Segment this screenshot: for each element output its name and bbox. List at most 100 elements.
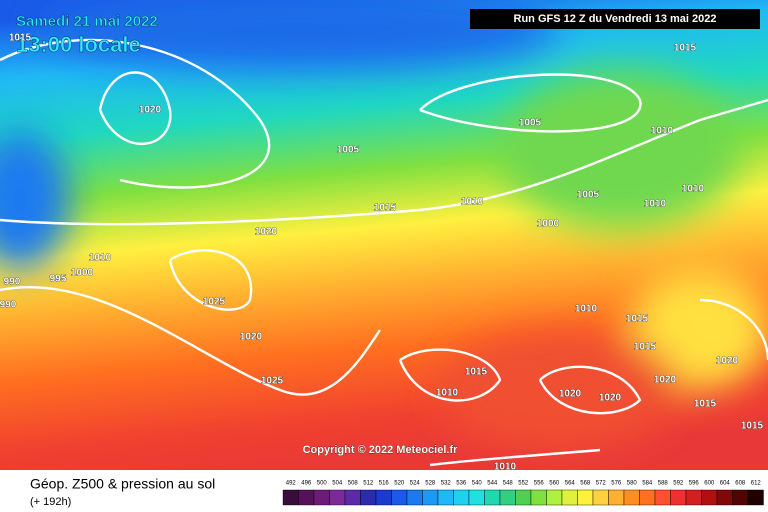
scale-label: 524	[410, 481, 421, 487]
isobar-label: 1010	[682, 184, 705, 195]
scale-label: 572	[596, 481, 607, 487]
scale-swatch	[654, 489, 671, 506]
header: Samedi 21 mai 2022 13:00 locale Run GFS …	[16, 9, 760, 57]
copyright: Copyright © 2022 Meteociel.fr	[303, 444, 459, 456]
isobar-label: 1015	[741, 421, 764, 432]
scale-label: 564	[565, 481, 576, 487]
scale-swatch	[313, 489, 330, 506]
scale-label: 576	[611, 481, 622, 487]
scale-swatch	[546, 489, 563, 506]
scale-swatch	[484, 489, 501, 506]
isobar-label: 1020	[139, 105, 162, 116]
scale-label: 536	[456, 481, 467, 487]
isobar-label: 1005	[519, 118, 542, 129]
scale-swatch	[530, 489, 547, 506]
scale-label: 552	[518, 481, 529, 487]
isobar-label: 1020	[599, 393, 622, 404]
time: 13:00 locale	[16, 32, 141, 57]
isobar-label: 990	[4, 277, 21, 288]
isobar-label: 1015	[674, 43, 697, 54]
isobars	[0, 38, 768, 467]
scale-swatch	[732, 489, 749, 506]
isobar-label: 1015	[465, 367, 488, 378]
scale-label: 556	[534, 481, 545, 487]
scale-swatch	[282, 489, 299, 506]
scale-swatch	[701, 489, 718, 506]
scale-swatch	[437, 489, 454, 506]
scale-swatch	[515, 489, 532, 506]
isobar-label: 1020	[559, 389, 582, 400]
isobar-label: 1000	[71, 268, 94, 279]
isobar-label: 990	[0, 300, 17, 311]
scale-swatch	[577, 489, 594, 506]
scale-swatch	[329, 489, 346, 506]
isobar-label: 1010	[89, 253, 112, 264]
isobar-label: 1005	[337, 145, 360, 156]
isobar-label: 1025	[261, 376, 284, 387]
scale-label: 492	[286, 481, 297, 487]
isobar-label: 1020	[240, 332, 263, 343]
scale-swatch	[375, 489, 392, 506]
scale-swatch	[623, 489, 640, 506]
isobar-label: 1020	[255, 227, 278, 238]
scale-swatch	[685, 489, 702, 506]
run-box	[470, 9, 760, 29]
scale-swatch	[298, 489, 315, 506]
scale-label: 588	[658, 481, 669, 487]
isobar-label: 995	[50, 274, 67, 285]
scale-label: 596	[689, 481, 700, 487]
scale-swatch	[592, 489, 609, 506]
footer-title: Géop. Z500 & pression au sol	[30, 476, 215, 492]
scale-swatch	[747, 489, 764, 506]
scale-label: 580	[627, 481, 638, 487]
scale-label: 500	[317, 481, 328, 487]
scale-label: 568	[580, 481, 591, 487]
isobar-label: 1010	[494, 462, 517, 473]
date: Samedi 21 mai 2022	[16, 13, 158, 30]
isobar-label: 1010	[644, 199, 667, 210]
scale-label: 584	[642, 481, 653, 487]
scale-label: 496	[301, 481, 312, 487]
isobar-label: 1005	[577, 190, 600, 201]
scale-label: 516	[379, 481, 390, 487]
run-info: Run GFS 12 Z du Vendredi 13 mai 2022	[514, 13, 717, 25]
scale-swatch	[639, 489, 656, 506]
isobar-label: 1020	[716, 356, 739, 367]
scale-label: 512	[363, 481, 374, 487]
scale-swatch	[561, 489, 578, 506]
scale-label: 504	[332, 481, 343, 487]
isobar-label: 1010	[436, 388, 459, 399]
scale-swatch	[670, 489, 687, 506]
scale-swatch	[391, 489, 408, 506]
scale-swatch	[344, 489, 361, 506]
isobar-label: 1000	[537, 219, 560, 230]
scale-label: 544	[487, 481, 498, 487]
scale-swatch	[468, 489, 485, 506]
scale-label: 532	[441, 481, 452, 487]
scale-label: 528	[425, 481, 436, 487]
scale-label: 608	[735, 481, 746, 487]
lead-time: (+ 192h)	[30, 496, 71, 508]
scale-swatch	[716, 489, 733, 506]
scale-swatch	[499, 489, 516, 506]
scale-label: 520	[394, 481, 405, 487]
scale-label: 592	[673, 481, 684, 487]
isobar-label: 1015	[374, 203, 397, 214]
scale-label: 604	[720, 481, 731, 487]
scale-swatch	[360, 489, 377, 506]
scale-label: 560	[549, 481, 560, 487]
isobar-label: 1015	[694, 399, 717, 410]
scale-label: 540	[472, 481, 483, 487]
scale-swatch	[422, 489, 439, 506]
isobar-label: 1010	[575, 304, 598, 315]
field	[0, 0, 768, 470]
scale-swatch	[608, 489, 625, 506]
scale-swatch	[406, 489, 423, 506]
scale-label: 508	[348, 481, 359, 487]
isobar-label: 1010	[651, 126, 674, 137]
isobar-label: 1015	[626, 314, 649, 325]
isobar-label: 1010	[461, 197, 484, 208]
scale-label: 600	[704, 481, 715, 487]
isobar-label: 1015	[634, 342, 657, 353]
